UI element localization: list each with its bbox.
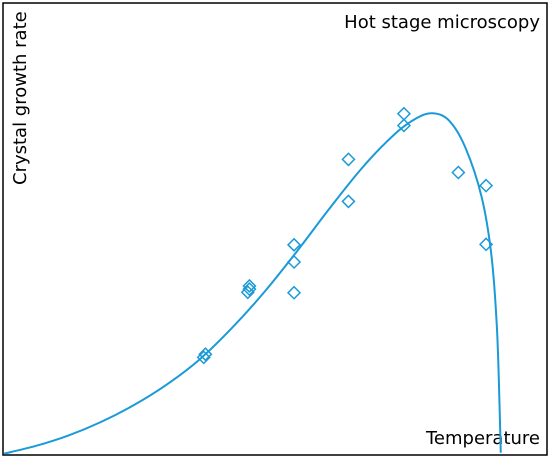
data-points <box>196 106 494 365</box>
data-point-15 <box>479 237 494 252</box>
data-point-13 <box>451 165 466 180</box>
chart-title: Hot stage microscopy <box>344 12 540 33</box>
data-point-11 <box>396 118 411 133</box>
x-axis-label: Temperature <box>425 428 540 449</box>
data-point-8 <box>286 237 302 252</box>
data-point-6 <box>286 285 302 300</box>
data-point-12 <box>396 106 411 121</box>
data-point-9 <box>341 194 356 209</box>
fit-curve <box>3 112 502 455</box>
data-point-5 <box>242 278 257 294</box>
data-point-7 <box>286 254 302 270</box>
data-point-14 <box>479 178 494 193</box>
data-point-2 <box>198 347 213 362</box>
data-point-10 <box>341 152 356 167</box>
y-axis-label: Crystal growth rate <box>10 11 31 185</box>
